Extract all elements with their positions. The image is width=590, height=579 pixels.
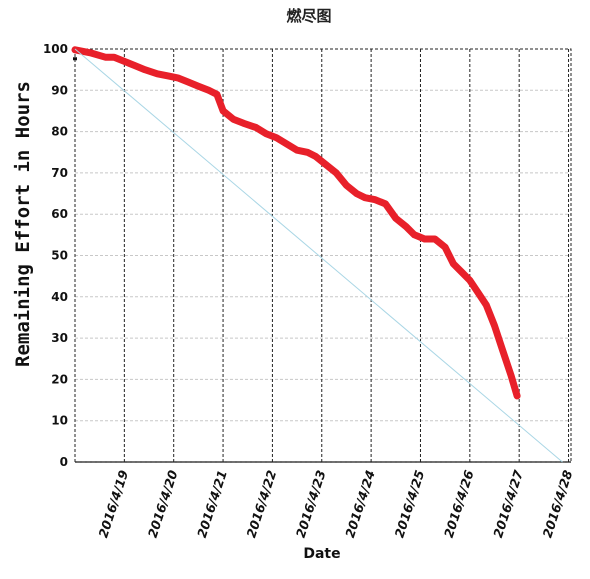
y-tick-50: 50 <box>51 249 68 263</box>
y-tick-0: 0 <box>60 455 68 469</box>
x-tick-labels: 2016/4/19 2016/4/20 2016/4/21 2016/4/22 2016… <box>95 468 575 540</box>
remaining-point <box>499 347 506 354</box>
remaining-point <box>402 223 410 230</box>
remaining-point <box>322 161 330 168</box>
remaining-point <box>88 49 95 57</box>
x-tick-2: 2016/4/21 <box>194 468 230 539</box>
ideal-line <box>74 48 563 463</box>
remaining-point <box>252 124 260 131</box>
x-tick-1: 2016/4/20 <box>145 468 181 540</box>
remaining-point <box>195 82 202 90</box>
y-tick-80: 80 <box>51 125 68 139</box>
remaining-point <box>102 54 110 61</box>
remaining-point <box>230 116 237 123</box>
y-axis-label: Remaining Effort in Hours <box>12 81 34 367</box>
vertical-gridlines <box>123 49 570 462</box>
plot-frame <box>74 48 572 463</box>
remaining-effort-line <box>71 46 521 400</box>
y-tick-60: 60 <box>51 207 68 221</box>
remaining-point <box>110 54 118 61</box>
y-tick-40: 40 <box>51 290 68 304</box>
remaining-point <box>121 58 128 65</box>
start-marker <box>73 57 77 61</box>
remaining-point <box>441 244 449 251</box>
remaining-point <box>392 215 399 222</box>
remaining-point <box>164 72 171 80</box>
x-tick-8: 2016/4/27 <box>490 468 526 540</box>
x-tick-4: 2016/4/23 <box>293 468 329 539</box>
x-tick-6: 2016/4/25 <box>391 468 427 540</box>
remaining-point <box>474 289 482 296</box>
y-tick-10: 10 <box>51 414 68 428</box>
remaining-point <box>71 46 79 54</box>
remaining-point <box>174 74 182 82</box>
remaining-point <box>421 235 428 243</box>
remaining-point <box>343 182 350 189</box>
remaining-point <box>372 196 379 203</box>
remaining-point <box>131 62 138 69</box>
remaining-point <box>154 70 161 77</box>
remaining-point <box>312 153 319 160</box>
chart-title: 燃尽图 <box>286 7 331 25</box>
y-tick-labels: 0 10 20 30 40 50 60 70 80 90 100 <box>43 42 68 469</box>
remaining-point <box>431 235 439 243</box>
remaining-point <box>382 200 389 208</box>
remaining-point <box>411 231 418 239</box>
remaining-point <box>513 392 521 400</box>
remaining-point <box>184 78 192 86</box>
remaining-point <box>213 91 221 98</box>
remaining-point <box>240 120 247 127</box>
remaining-point <box>491 322 498 329</box>
y-tick-90: 90 <box>51 83 68 97</box>
remaining-point <box>304 149 311 156</box>
remaining-point <box>361 194 369 201</box>
x-tick-9: 2016/4/28 <box>539 468 575 540</box>
y-tick-20: 20 <box>51 372 68 386</box>
remaining-point <box>507 372 515 379</box>
remaining-point <box>332 169 340 177</box>
y-tick-100: 100 <box>43 42 68 56</box>
remaining-point <box>450 260 457 267</box>
remaining-point <box>458 268 465 276</box>
y-tick-30: 30 <box>51 331 68 345</box>
remaining-point <box>283 140 291 148</box>
x-tick-0: 2016/4/19 <box>95 468 131 540</box>
series-layer <box>71 46 563 463</box>
y-tick-70: 70 <box>51 166 68 180</box>
remaining-point <box>483 301 490 309</box>
remaining-point <box>205 87 212 94</box>
x-tick-3: 2016/4/22 <box>243 468 279 539</box>
remaining-point <box>293 146 301 154</box>
remaining-point <box>219 107 227 115</box>
remaining-point <box>263 130 270 137</box>
remaining-point <box>273 134 280 141</box>
remaining-point <box>353 190 360 197</box>
remaining-point <box>141 66 149 73</box>
x-tick-7: 2016/4/26 <box>441 468 477 540</box>
x-tick-5: 2016/4/24 <box>342 468 378 539</box>
remaining-point <box>466 277 474 284</box>
x-axis-label: Date <box>303 546 340 562</box>
